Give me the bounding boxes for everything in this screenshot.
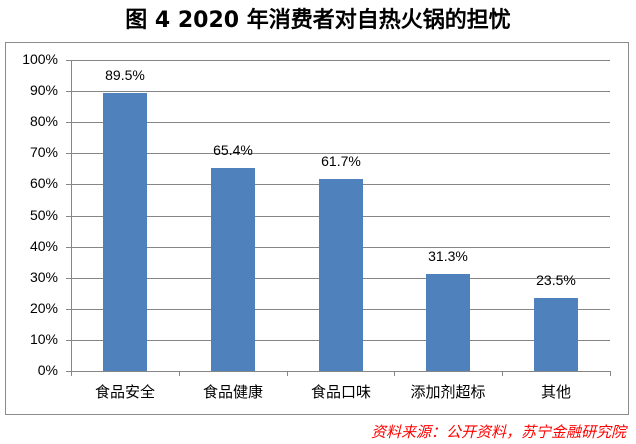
y-tick-label: 10%: [29, 331, 58, 347]
x-tick-mark: [71, 371, 72, 376]
gridline: [71, 60, 610, 61]
y-tick-mark: [66, 184, 71, 185]
y-tick-label: 40%: [29, 238, 58, 254]
y-tick-mark: [66, 371, 71, 372]
y-tick-mark: [66, 247, 71, 248]
y-tick-label: 50%: [29, 207, 58, 223]
y-tick-label: 30%: [29, 269, 58, 285]
bar-2: [211, 168, 255, 371]
y-tick-mark: [66, 278, 71, 279]
data-label: 65.4%: [213, 142, 253, 158]
bar-5: [534, 298, 578, 371]
y-tick-mark: [66, 60, 71, 61]
y-tick-label: 70%: [29, 144, 58, 160]
x-tick-mark: [179, 371, 180, 376]
y-tick-label: 90%: [29, 82, 58, 98]
bar-1: [103, 93, 147, 371]
y-tick-mark: [66, 309, 71, 310]
x-axis: [71, 371, 610, 372]
data-label: 61.7%: [321, 153, 361, 169]
x-category-label: 其他: [540, 383, 571, 401]
y-tick-label: 80%: [29, 113, 58, 129]
y-tick-label: 100%: [22, 51, 58, 67]
y-tick-mark: [66, 153, 71, 154]
y-tick-mark: [66, 216, 71, 217]
x-category-label: 食品健康: [202, 383, 263, 401]
x-category-label: 食品口味: [310, 383, 371, 401]
x-category-label: 添加剂超标: [410, 383, 486, 401]
chart-frame: [5, 42, 629, 415]
y-tick-mark: [66, 340, 71, 341]
gridline: [71, 153, 610, 154]
x-tick-mark: [287, 371, 288, 376]
y-tick-label: 60%: [29, 175, 58, 191]
data-label: 23.5%: [536, 272, 576, 288]
bar-4: [426, 274, 470, 371]
y-tick-mark: [66, 91, 71, 92]
data-label: 89.5%: [105, 67, 145, 83]
y-tick-label: 0%: [37, 362, 58, 378]
x-tick-mark: [502, 371, 503, 376]
x-tick-mark: [610, 371, 611, 376]
data-label: 31.3%: [428, 248, 468, 264]
chart-title: 图 4 2020 年消费者对自热火锅的担忧: [125, 8, 511, 33]
gridline: [71, 122, 610, 123]
y-tick-label: 20%: [29, 300, 58, 316]
y-tick-mark: [66, 122, 71, 123]
source-note: 资料来源：公开资料，苏宁金融研究院: [370, 423, 626, 441]
x-category-label: 食品安全: [94, 383, 155, 401]
bar-3: [319, 179, 363, 371]
y-axis: [71, 60, 72, 372]
gridline: [71, 91, 610, 92]
x-tick-mark: [394, 371, 395, 376]
